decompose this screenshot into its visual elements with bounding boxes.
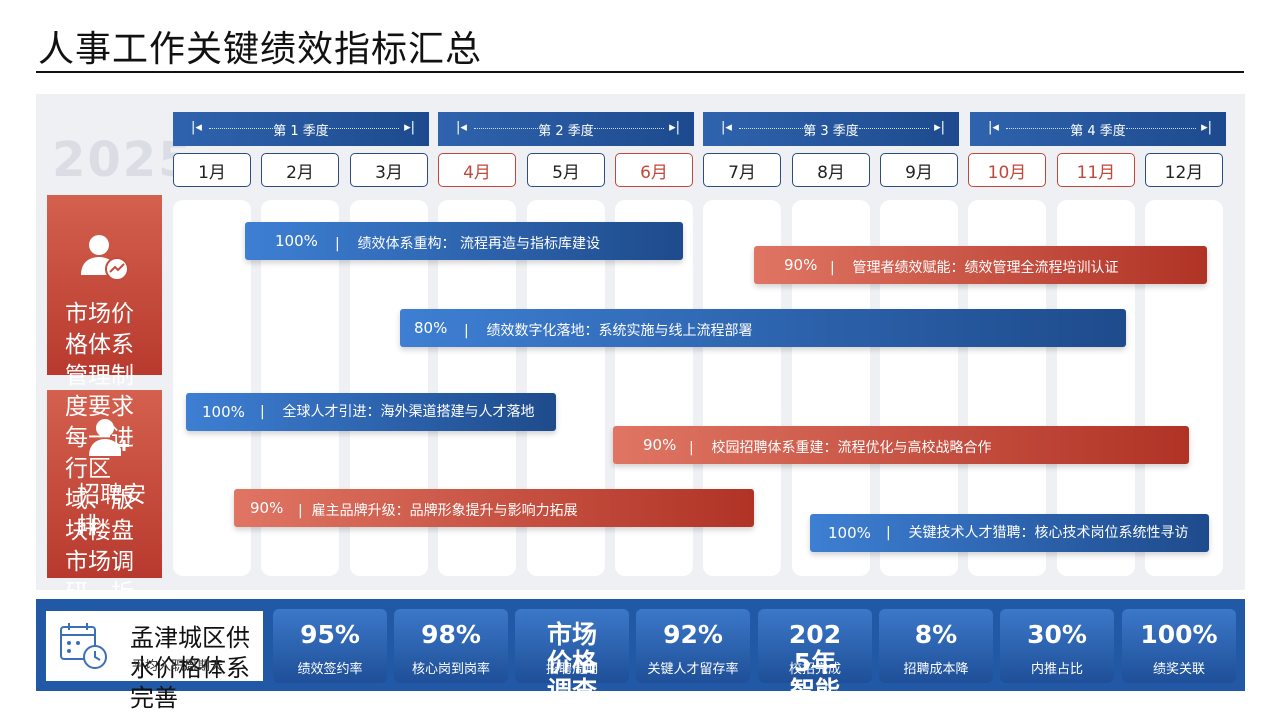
arrow-right-icon: ▸| <box>404 120 415 135</box>
month-5: 5月 <box>527 153 605 187</box>
user-chart-icon <box>81 235 129 281</box>
bar-percent: 90% <box>784 256 818 274</box>
kpi-card: 8% 招聘成本降 <box>879 609 993 683</box>
kpi-value: 30% <box>1027 620 1087 649</box>
month-11: 11月 <box>1057 153 1135 187</box>
month-1: 1月 <box>173 153 251 187</box>
quarter-label: 第 3 季度 <box>803 123 859 139</box>
kpi-card: 95% 绩效签约率 <box>273 609 387 683</box>
month-3: 3月 <box>350 153 428 187</box>
arrow-right-icon: ▸| <box>669 120 680 135</box>
month-6: 6月 <box>615 153 693 187</box>
bar-percent: 100% <box>202 403 245 421</box>
kpi-label: 招聘周期 <box>545 662 598 677</box>
bar-label: | 绩效体系重构： 流程再造与指标库建设 <box>335 236 600 252</box>
kpi-label: 核心岗到岗率 <box>411 662 490 677</box>
kpi-card: 92% 关键人才留存率 <box>636 609 750 683</box>
kpi-card: 98% 核心岗到岗率 <box>394 609 508 683</box>
arrow-right-icon: ▸| <box>1201 120 1212 135</box>
kpi-label: 绩奖关联 <box>1152 662 1205 677</box>
bar-label: | 校园招聘体系重建：流程优化与高校战略合作 <box>689 440 992 456</box>
summary-title: 孟津城区供水价格体系完善 <box>130 624 250 712</box>
quarter-header-2: |◂ 第 2 季度 ▸| <box>438 112 694 146</box>
month-2: 2月 <box>261 153 339 187</box>
arrow-left-icon: |◂ <box>988 120 999 135</box>
month-7: 7月 <box>703 153 781 187</box>
quarter-header-1: |◂ 第 1 季度 ▸| <box>173 112 429 146</box>
bar-percent: 90% <box>250 499 284 517</box>
bar-percent: 80% <box>414 319 448 337</box>
kpi-card: 100% 绩奖关联 <box>1122 609 1236 683</box>
user-add-icon <box>89 419 129 456</box>
kpi-value: 2025年智能 <box>788 620 842 705</box>
bar-label: | 雇主品牌升级：品牌形象提升与影响力拓展 <box>298 503 578 519</box>
gantt-bar[interactable]: 100% | 关键技术人才猎聘：核心技术岗位系统性寻访 <box>810 514 1209 552</box>
bar-label: | 全球人才引进：海外渠道搭建与人才落地 <box>260 404 535 420</box>
bar-percent: 100% <box>828 524 871 542</box>
calendar-clock-icon <box>60 623 107 669</box>
gantt-bar[interactable]: 90% | 管理者绩效赋能：绩效管理全流程培训认证 <box>754 246 1207 284</box>
gantt-bar[interactable]: 90% | 校园招聘体系重建：流程优化与高校战略合作 <box>613 426 1189 464</box>
quarter-label: 第 4 季度 <box>1070 123 1126 139</box>
month-10: 10月 <box>968 153 1046 187</box>
quarter-header-4: |◂ 第 4 季度 ▸| <box>970 112 1226 146</box>
bar-percent: 100% <box>275 232 318 250</box>
bar-label: | 管理者绩效赋能：绩效管理全流程培训认证 <box>830 260 1119 276</box>
month-9: 9月 <box>880 153 958 187</box>
quarter-label: 第 1 季度 <box>273 123 329 139</box>
kpi-value: 92% <box>663 620 723 649</box>
month-12: 12月 <box>1145 153 1223 187</box>
arrow-left-icon: |◂ <box>456 120 467 135</box>
arrow-left-icon: |◂ <box>191 120 202 135</box>
kpi-label: 绩效签约率 <box>297 662 363 677</box>
gantt-bar[interactable]: 90% | 雇主品牌升级：品牌形象提升与影响力拓展 <box>234 489 754 527</box>
title-divider <box>36 71 1244 73</box>
month-8: 8月 <box>792 153 870 187</box>
kpi-value: 8% <box>914 620 958 649</box>
kpi-label: 招聘成本降 <box>903 662 969 677</box>
bar-label: | 关键技术人才猎聘：核心技术岗位系统性寻访 <box>886 525 1189 541</box>
kpi-value: 市场价格调查 <box>546 620 597 705</box>
page-title: 人事工作关键绩效指标汇总 <box>38 29 483 70</box>
gantt-bar[interactable]: 100% | 绩效体系重构： 流程再造与指标库建设 <box>245 222 683 260</box>
quarter-header-3: |◂ 第 3 季度 ▸| <box>703 112 959 146</box>
kpi-value: 95% <box>300 620 360 649</box>
month-4: 4月 <box>438 153 516 187</box>
bar-percent: 90% <box>643 436 677 454</box>
kpi-label: 关键人才留存率 <box>647 662 739 677</box>
kpi-label: 校招完成 <box>788 662 841 677</box>
gantt-bar[interactable]: 100% | 全球人才引进：海外渠道搭建与人才落地 <box>186 393 556 431</box>
side-block-recruiting <box>47 390 162 578</box>
kpi-card: 招聘周期 市场价格调查 <box>515 609 629 705</box>
bar-label: | 绩效数字化落地：系统实施与线上流程部署 <box>464 323 753 339</box>
kpi-value: 100% <box>1140 620 1218 649</box>
arrow-left-icon: |◂ <box>721 120 732 135</box>
arrow-right-icon: ▸| <box>934 120 945 135</box>
summary-subtitle: 平均入职周期天 <box>132 659 224 674</box>
year-watermark: 2025 <box>52 132 194 188</box>
kpi-card: 30% 内推占比 <box>1000 609 1114 683</box>
kpi-card: 校招完成 2025年智能 <box>758 609 872 705</box>
kpi-value: 98% <box>421 620 481 649</box>
summary-card: 孟津城区供水价格体系完善 平均入职周期天 <box>46 611 263 712</box>
quarter-label: 第 2 季度 <box>538 123 594 139</box>
side-block-text-2: 招聘安排 <box>77 482 146 539</box>
kpi-label: 内推占比 <box>1030 662 1083 677</box>
side-block-performance <box>47 195 162 375</box>
gantt-bar[interactable]: 80% | 绩效数字化落地：系统实施与线上流程部署 <box>400 309 1126 347</box>
